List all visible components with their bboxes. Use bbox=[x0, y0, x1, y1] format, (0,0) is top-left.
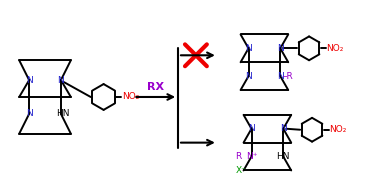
Text: N: N bbox=[26, 76, 32, 85]
Text: N: N bbox=[280, 124, 287, 133]
Text: NO₂: NO₂ bbox=[329, 125, 347, 134]
Text: –R: –R bbox=[283, 72, 294, 81]
Text: N: N bbox=[245, 44, 252, 53]
Text: HN: HN bbox=[276, 152, 290, 161]
Text: N: N bbox=[57, 76, 64, 85]
Text: HN: HN bbox=[56, 109, 70, 118]
Text: N: N bbox=[245, 72, 252, 81]
Text: N: N bbox=[248, 124, 255, 133]
Text: R: R bbox=[236, 152, 242, 161]
Text: NO₂: NO₂ bbox=[122, 92, 139, 101]
Text: N⁺: N⁺ bbox=[246, 152, 257, 161]
Text: N: N bbox=[26, 109, 32, 118]
Text: X⁻: X⁻ bbox=[236, 166, 247, 175]
Text: NO₂: NO₂ bbox=[326, 44, 344, 53]
Text: N: N bbox=[277, 72, 284, 81]
Text: N: N bbox=[277, 44, 284, 53]
Text: RX: RX bbox=[147, 82, 164, 92]
